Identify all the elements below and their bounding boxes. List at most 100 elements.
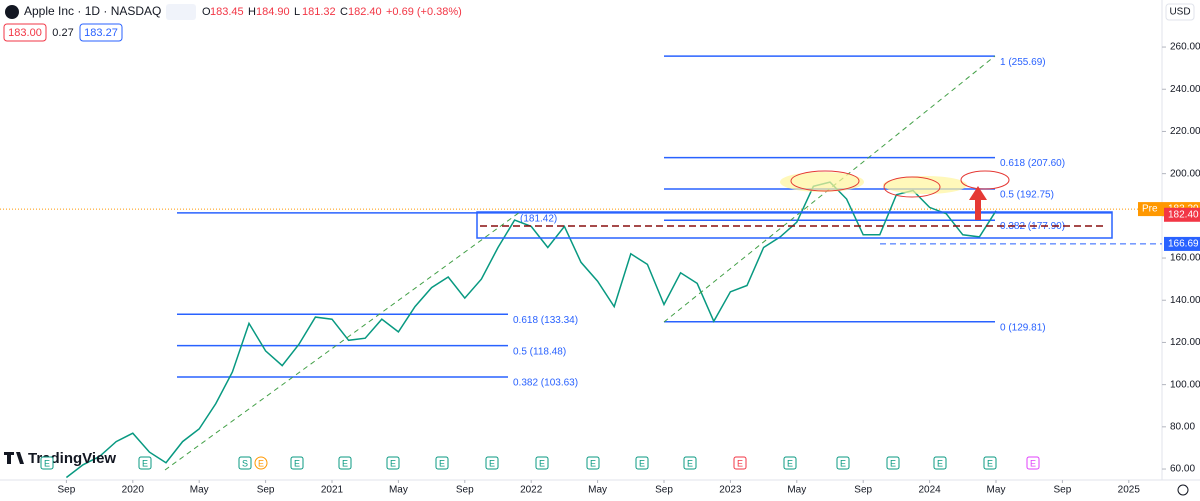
support-price: 166.69: [1168, 239, 1199, 250]
fib-label: 0.618 (133.34): [513, 315, 578, 326]
event-label: S: [242, 458, 248, 468]
event-icon: [138, 456, 152, 470]
x-tick-label: May: [389, 485, 408, 496]
event-icon: [983, 456, 997, 470]
fib-label: 0.618 (207.60): [1000, 158, 1065, 169]
x-tick-label: Sep: [655, 485, 673, 496]
y-tick-label: 260.00: [1170, 42, 1200, 53]
event-icon: [40, 456, 54, 470]
y-tick-label: 100.00: [1170, 379, 1200, 390]
circle: [790, 170, 860, 192]
ohlc: O 183.45 H 184.90 L 181.32 C 182.40 +0.69 (+0.38…: [202, 6, 462, 18]
circle: [883, 176, 941, 198]
event-label: E: [639, 458, 645, 468]
x-tick-label: Sep: [1054, 485, 1072, 496]
event-icon: [386, 456, 400, 470]
event-icon: [886, 456, 900, 470]
arrow: [969, 186, 987, 220]
x-tick-label: May: [787, 485, 806, 496]
event-icon: [238, 456, 252, 470]
symbol-logo: [5, 5, 19, 19]
event-label: E: [342, 458, 348, 468]
event-icon: [1026, 456, 1040, 470]
ask: 183.27: [84, 27, 118, 39]
x-tick-label: 2020: [122, 485, 145, 496]
pre-tag: Pre: [1142, 204, 1158, 215]
event-label: E: [1030, 458, 1036, 468]
event-icon: [535, 456, 549, 470]
bid-box: [3, 23, 47, 42]
event-icon: [836, 456, 850, 470]
last-price: 182.40: [1168, 209, 1199, 220]
fib-label: 0 (129.81): [1000, 322, 1046, 333]
event-icon: [338, 456, 352, 470]
fib-label: 0.5 (118.48): [513, 346, 566, 357]
ohlc-label: H: [248, 6, 256, 18]
ask-box: [79, 23, 123, 42]
y-tick-label: 240.00: [1170, 84, 1200, 95]
event-icon: [933, 456, 947, 470]
currency[interactable]: USD: [1169, 7, 1190, 18]
x-tick-label: May: [987, 485, 1006, 496]
event-label: E: [787, 458, 793, 468]
x-tick-label: 2022: [520, 485, 543, 496]
event-label: E: [937, 458, 943, 468]
x-tick-label: May: [588, 485, 607, 496]
event-label: E: [539, 458, 545, 468]
level-label: (181.42): [520, 213, 557, 224]
symbol: Apple Inc · 1D · NASDAQ: [24, 4, 161, 18]
fib-label: 0.5 (192.75): [1000, 190, 1054, 201]
fib-label: 0.382 (103.63): [513, 378, 578, 389]
x-tick-label: Sep: [257, 485, 275, 496]
y-tick-label: 60.00: [1170, 464, 1195, 475]
event-icon: [683, 456, 697, 470]
currency-button[interactable]: [1165, 3, 1195, 21]
event-label: E: [737, 458, 743, 468]
trend-line: [164, 211, 521, 471]
event-label: E: [987, 458, 993, 468]
y-tick-label: 200.00: [1170, 168, 1200, 179]
ohlc-value: 181.32: [302, 6, 336, 18]
event-label: E: [439, 458, 445, 468]
event-label: E: [294, 458, 300, 468]
ohlc-label: C: [340, 6, 348, 18]
event-label: E: [687, 458, 693, 468]
event-icon: [783, 456, 797, 470]
event-label: E: [44, 458, 50, 468]
price-line: [65, 181, 997, 479]
y-tick-label: 80.00: [1170, 421, 1195, 432]
event-label: E: [142, 458, 148, 468]
event-icon: [635, 456, 649, 470]
circle: [960, 170, 1010, 190]
bid: 183.00: [8, 27, 42, 39]
event-icon: [733, 456, 747, 470]
event-icon: [435, 456, 449, 470]
ohlc-label: O: [202, 6, 211, 18]
y-tick-label: 120.00: [1170, 337, 1200, 348]
last-badge: [1164, 207, 1200, 222]
support-badge: [1164, 236, 1200, 251]
event-label: E: [590, 458, 596, 468]
highlight: [780, 172, 864, 192]
ohlc-label: L: [294, 6, 300, 18]
event-label: E: [890, 458, 896, 468]
event-icon: [485, 456, 499, 470]
ohlc-value: 182.40: [348, 6, 382, 18]
y-tick-label: 140.00: [1170, 295, 1200, 306]
x-tick-label: 2021: [321, 485, 344, 496]
x-tick-label: Sep: [854, 485, 872, 496]
x-tick-label: Sep: [58, 485, 76, 496]
ohlc-value: 183.45: [210, 6, 244, 18]
x-tick-label: 2024: [918, 485, 941, 496]
trend-line: [663, 55, 996, 323]
event-icon: [586, 456, 600, 470]
ohlc-value: 184.90: [256, 6, 290, 18]
fib-label: 1 (255.69): [1000, 57, 1046, 68]
event-label: E: [489, 458, 495, 468]
x-tick-label: 2023: [719, 485, 742, 496]
y-tick-label: 220.00: [1170, 126, 1200, 137]
event-label: E: [840, 458, 846, 468]
settings[interactable]: [1177, 484, 1189, 496]
